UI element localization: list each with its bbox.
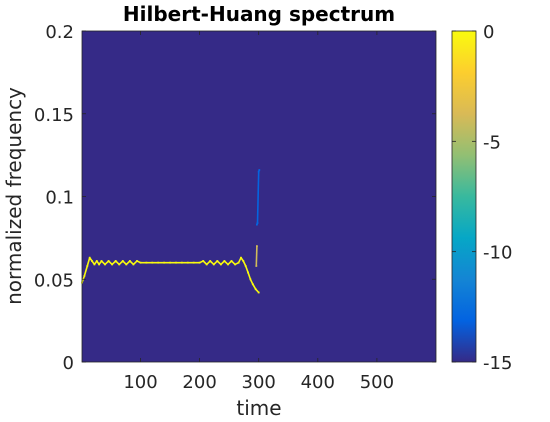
spectrum-point <box>249 278 252 281</box>
y-tick-label: 0.15 <box>34 105 74 126</box>
spectrum-point <box>175 261 177 264</box>
spectrum-point <box>111 263 113 266</box>
y-axis-label: normalized frequency <box>2 87 26 305</box>
colorbar <box>451 30 477 363</box>
spectrum-point <box>98 263 100 266</box>
spectrum-point <box>107 260 110 262</box>
spectrum-point <box>237 261 240 264</box>
colorbar-tick-label: -5 <box>483 132 501 153</box>
spectrum-point <box>256 223 258 226</box>
spectrum-point <box>91 260 93 262</box>
y-axis-ticks: 0 0.05 0.1 0.15 0.2 <box>34 22 436 374</box>
spectrum-point <box>169 261 171 264</box>
colorbar-tick-label: 0 <box>483 22 494 43</box>
spectrum-point <box>257 170 260 173</box>
colorbar-tick-label: -15 <box>483 353 512 374</box>
spectrum-point <box>240 256 242 259</box>
spectrum-point <box>95 260 98 262</box>
spectrum-point <box>256 222 259 224</box>
spectrum-point <box>125 263 128 266</box>
spectrum-point <box>230 260 233 262</box>
spectrum-point <box>223 260 226 262</box>
spectrum-point <box>202 260 205 262</box>
spectrum-point <box>157 261 160 264</box>
spectrum-point <box>242 260 245 262</box>
spectrum-point <box>88 256 91 259</box>
x-tick-label: 500 <box>360 372 394 393</box>
x-axis-ticks: 100 200 300 400 500 <box>123 31 394 393</box>
spectrum-point <box>255 265 258 267</box>
spectrum-point <box>163 261 165 264</box>
spectrum-point <box>247 271 249 274</box>
spectrum-point <box>181 261 183 264</box>
y-tick-label: 0.2 <box>45 22 74 43</box>
spectrum-point <box>136 260 138 262</box>
x-tick-label: 400 <box>301 372 335 393</box>
spectrum-point <box>151 261 154 264</box>
spectrum-point <box>234 263 236 266</box>
spectrum-point <box>227 263 229 266</box>
y-tick-label: 0.1 <box>45 188 74 209</box>
y-tick-label: 0.05 <box>34 270 74 291</box>
spectrum-point <box>198 261 201 264</box>
x-tick-label: 200 <box>182 372 216 393</box>
spectrum-point <box>83 275 86 277</box>
spectrum-point <box>114 260 117 262</box>
spectrum-point <box>129 260 131 262</box>
spectrum-point <box>209 260 212 262</box>
y-tick-label: 0 <box>63 353 74 374</box>
spectrum-point <box>121 260 124 262</box>
spectrum-point <box>132 263 135 266</box>
x-tick-label: 100 <box>123 372 157 393</box>
colorbar-ticks: 0 -5 -10 -15 <box>452 22 512 374</box>
colorbar-tick-label: -10 <box>483 243 512 264</box>
spectrum-point <box>118 263 121 266</box>
spectrum-point <box>192 261 195 264</box>
spectrum-point <box>256 245 258 247</box>
spectrum-trace-layer <box>81 169 261 294</box>
spectrum-point <box>186 261 189 264</box>
spectrum-point <box>104 263 106 266</box>
spectrum-point <box>257 291 260 294</box>
spectrum-point <box>205 263 208 266</box>
spectrum-point <box>220 263 222 266</box>
spectrum-point <box>244 265 247 267</box>
spectrum-point <box>100 260 103 262</box>
spectrum-point <box>93 263 96 266</box>
spectrum-point <box>251 283 254 286</box>
chart-title: Hilbert-Huang spectrum <box>123 2 395 26</box>
spectrum-point <box>212 263 215 266</box>
x-tick-label: 300 <box>242 372 276 393</box>
spectrum-point <box>254 288 257 291</box>
spectrum-point <box>139 261 142 264</box>
spectrum-point <box>86 265 89 267</box>
spectrum-trace-1 <box>255 246 258 267</box>
plot-area <box>82 31 436 362</box>
spectrum-point <box>216 260 219 262</box>
spectrum-point <box>258 169 261 171</box>
x-axis-label: time <box>236 396 281 420</box>
spectrum-point <box>145 261 148 264</box>
